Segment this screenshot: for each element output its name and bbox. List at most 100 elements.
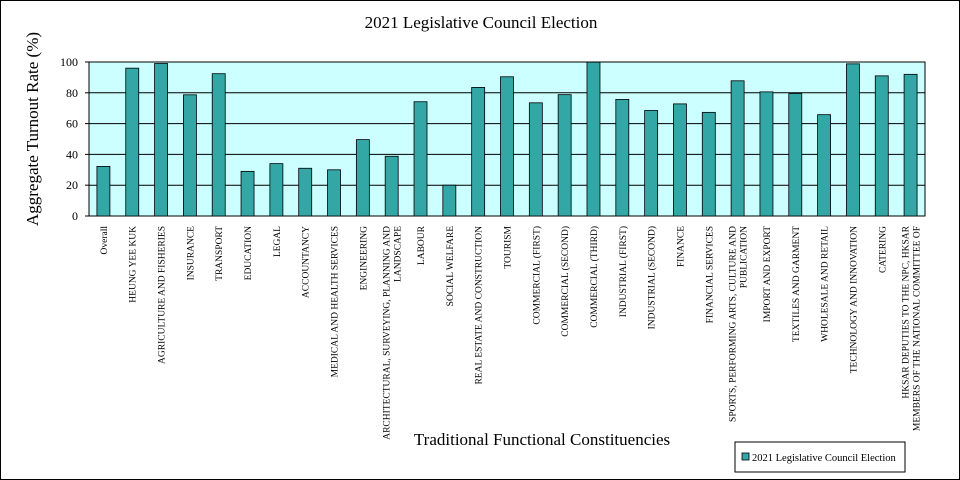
x-tick-label-line: WHOLESALE AND RETAIL <box>821 226 831 342</box>
y-tick-label: 20 <box>66 178 78 192</box>
bar <box>701 111 716 217</box>
x-tick-label-line: LEGAL <box>273 226 283 257</box>
bar <box>298 167 313 217</box>
x-tick-label: SPORTS, PERFORMING ARTS, CULTURE AND PUBL… <box>729 226 750 422</box>
y-axis-ticks: 0 20 40 60 80 100 <box>60 55 89 223</box>
x-tick-label-line: TOURISM <box>504 225 514 268</box>
bar <box>240 170 255 217</box>
bar <box>413 101 428 217</box>
x-tick-label: MEDICAL AND HEALTH SERVICES <box>331 226 341 377</box>
y-tick-label: 80 <box>66 86 78 100</box>
x-tick-label-line: EDUCATION <box>244 226 254 280</box>
bar <box>96 166 111 217</box>
x-tick-label: HEUNG YEE KUK <box>129 226 139 303</box>
x-tick-label: TEXTILES AND GARMENT <box>792 226 802 342</box>
bar <box>874 75 889 217</box>
legend-box <box>734 441 906 473</box>
x-tick-label-line: FINANCIAL SERVICES <box>705 226 715 323</box>
y-tick-label: 60 <box>66 117 78 131</box>
x-tick-label: Overall <box>100 226 110 255</box>
x-tick-label: ACCOUNTANCY <box>302 226 312 298</box>
x-tick-label-line: COMMERCIAL (THIRD) <box>589 226 600 328</box>
x-tick-label-line: INDUSTRIAL (SECOND) <box>647 226 658 329</box>
x-tick-label-line: MEMBERS OF THE NATIONAL COMMITTEE OF <box>913 226 923 431</box>
bar-series <box>96 61 918 217</box>
bar <box>615 99 630 217</box>
x-tick-label-line: TECHNOLOGY AND INNOVATION <box>849 226 859 373</box>
bar <box>211 73 226 217</box>
x-tick-label-line: REAL ESTATE AND CONSTRUCTION <box>475 226 485 385</box>
bar <box>384 155 399 217</box>
x-tick-label-line: TEXTILES AND GARMENT <box>792 226 802 342</box>
x-tick-label-line: LANDSCAPE <box>394 226 404 282</box>
x-tick-label-line: COMMERCIAL (SECOND) <box>560 226 571 337</box>
x-tick-label: CATERING <box>878 226 888 273</box>
y-tick-label: 0 <box>72 209 78 223</box>
bar <box>471 87 486 217</box>
bar <box>644 110 659 217</box>
x-tick-label: TOURISM <box>504 225 514 268</box>
bar <box>673 103 687 217</box>
x-tick-label: AGRICULTURE AND FISHERIES <box>158 226 168 364</box>
x-tick-label-line: INSURANCE <box>186 226 196 281</box>
x-tick-label: COMMERCIAL (FIRST) <box>531 226 542 325</box>
x-tick-label-line: COMMERCIAL (FIRST) <box>531 226 542 325</box>
x-tick-label: FINANCIAL SERVICES <box>705 226 715 323</box>
x-tick-label-line: AGRICULTURE AND FISHERIES <box>158 226 168 364</box>
x-tick-label: IMPORT AND EXPORT <box>763 226 773 323</box>
bar <box>730 80 745 217</box>
bar <box>500 76 514 217</box>
x-tick-label: COMMERCIAL (SECOND) <box>560 226 571 337</box>
x-tick-label-line: IMPORT AND EXPORT <box>763 226 773 323</box>
x-axis-labels: Overall HEUNG YEE KUK AGRICULTURE AND FISH… <box>100 225 923 439</box>
x-tick-label-line: ENGINEERING <box>359 226 369 291</box>
y-tick-label: 100 <box>60 55 78 69</box>
x-tick-label-line: ACCOUNTANCY <box>302 226 312 298</box>
bar <box>817 114 831 217</box>
bar <box>586 61 601 217</box>
bar <box>269 163 284 217</box>
x-tick-label: TECHNOLOGY AND INNOVATION <box>849 226 859 373</box>
x-tick-label: ARCHITECTURAL, SURVEYING, PLANNING AND LA… <box>383 226 404 440</box>
y-axis-title: Aggregate Turnout Rate (%) <box>23 32 42 226</box>
x-tick-label-line: TRANSPORT <box>215 226 225 281</box>
x-tick-label-line: SPORTS, PERFORMING ARTS, CULTURE AND <box>729 226 739 422</box>
bar <box>557 94 572 217</box>
bar <box>759 91 774 217</box>
x-tick-label-line: LABOUR <box>417 225 427 265</box>
x-tick-label: COMMERCIAL (THIRD) <box>589 226 600 328</box>
x-tick-label: REAL ESTATE AND CONSTRUCTION <box>475 226 485 385</box>
x-tick-label-line: HKSAR DEPUTIES TO THE NPC, HKSAR <box>902 225 912 398</box>
x-tick-label: ENGINEERING <box>359 226 369 291</box>
x-tick-label: WHOLESALE AND RETAIL <box>821 226 831 342</box>
x-tick-label-line: CATERING <box>878 226 888 273</box>
x-tick-label-line: PUBLICATION <box>740 226 750 288</box>
chart-title: 2021 Legislative Council Election <box>365 13 598 32</box>
x-tick-label: SOCIAL WELFARE <box>446 226 456 307</box>
bar <box>182 94 197 217</box>
bar <box>154 63 168 217</box>
x-tick-label-line: HEUNG YEE KUK <box>129 226 139 303</box>
x-tick-label-line: ARCHITECTURAL, SURVEYING, PLANNING AND <box>383 226 393 440</box>
x-tick-label: LABOUR <box>417 225 427 265</box>
y-tick-label: 40 <box>66 147 78 161</box>
legend: 2021 Legislative Council Election <box>734 441 906 473</box>
bar <box>125 67 140 217</box>
x-tick-label: HKSAR DEPUTIES TO THE NPC, HKSAR MEMBERS … <box>902 225 923 431</box>
bar <box>355 139 370 217</box>
bar <box>442 184 457 217</box>
bar <box>788 93 803 217</box>
legend-label: 2021 Legislative Council Election <box>752 453 897 464</box>
x-tick-label-line: INDUSTRIAL (FIRST) <box>618 226 629 317</box>
x-tick-label-line: MEDICAL AND HEALTH SERVICES <box>331 226 341 377</box>
x-tick-label: TRANSPORT <box>215 226 225 281</box>
bar <box>846 63 860 217</box>
x-tick-label: INDUSTRIAL (FIRST) <box>618 226 629 317</box>
x-tick-label-line: FINANCE <box>676 226 686 267</box>
x-tick-label-line: Overall <box>100 226 110 255</box>
x-tick-label: INDUSTRIAL (SECOND) <box>647 226 658 329</box>
x-axis-title: Traditional Functional Constituencies <box>414 430 670 449</box>
x-tick-label: EDUCATION <box>244 226 254 280</box>
